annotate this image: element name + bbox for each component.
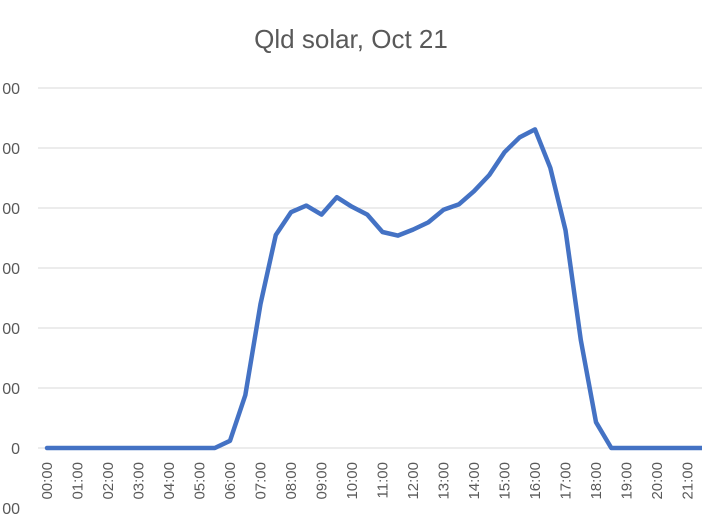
y-tick-label: 00 bbox=[2, 141, 20, 158]
y-tick-label: 00 bbox=[2, 501, 20, 518]
y-tick-label: 00 bbox=[2, 381, 20, 398]
series-layer bbox=[44, 127, 702, 451]
x-tick-label: 09:00 bbox=[314, 462, 331, 500]
gridlines bbox=[38, 87, 702, 449]
x-tick-label: 19:00 bbox=[619, 462, 636, 500]
y-tick-label: 00 bbox=[2, 261, 20, 278]
solar-series-line bbox=[44, 127, 702, 451]
x-tick-label: 01:00 bbox=[70, 462, 87, 500]
x-tick-label: 04:00 bbox=[161, 462, 178, 500]
x-tick-label: 18:00 bbox=[588, 462, 605, 500]
chart-title: Qld solar, Oct 21 bbox=[254, 24, 448, 54]
x-tick-label: 20:00 bbox=[649, 462, 666, 500]
x-tick-label: 15:00 bbox=[497, 462, 514, 500]
y-tick-label: 00 bbox=[2, 81, 20, 98]
x-tick-label: 08:00 bbox=[283, 462, 300, 500]
x-tick-label: 13:00 bbox=[436, 462, 453, 500]
x-tick-label: 00:00 bbox=[39, 462, 56, 500]
x-tick-label: 21:00 bbox=[680, 462, 697, 500]
x-tick-label: 11:00 bbox=[375, 462, 392, 498]
x-tick-label: 07:00 bbox=[253, 462, 270, 500]
y-tick-label: 00 bbox=[2, 321, 20, 338]
x-tick-label: 16:00 bbox=[527, 462, 544, 500]
y-tick-label: 0 bbox=[11, 441, 20, 458]
x-tick-label: 17:00 bbox=[558, 462, 575, 500]
y-tick-label: 00 bbox=[2, 201, 20, 218]
x-tick-label: 02:00 bbox=[100, 462, 117, 500]
x-tick-label: 03:00 bbox=[131, 462, 148, 500]
x-tick-label: 12:00 bbox=[405, 462, 422, 500]
x-tick-label: 05:00 bbox=[192, 462, 209, 500]
x-tick-label: 14:00 bbox=[466, 462, 483, 500]
x-axis-ticks: 00:00 01:00 02:00 03:00 04:00 05:00 06:00 07:00… bbox=[39, 462, 697, 500]
x-tick-label: 10:00 bbox=[344, 462, 361, 500]
x-tick-label: 06:00 bbox=[222, 462, 239, 500]
